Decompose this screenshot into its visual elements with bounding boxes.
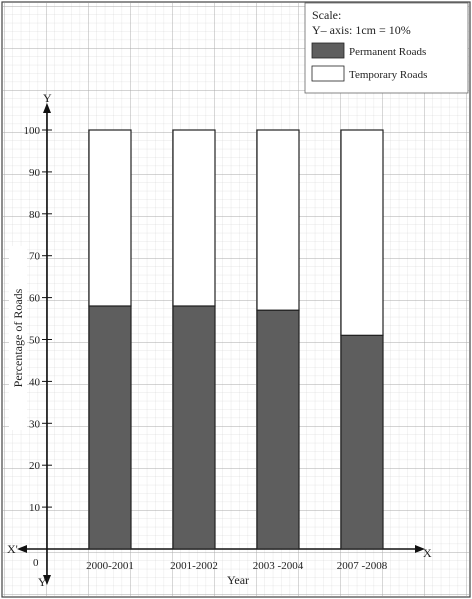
x-tick-labels: 2000-2001 2001-2002 2003 -2004 2007 -2008 xyxy=(86,560,388,572)
legend-label-temporary: Temporary Roads xyxy=(349,69,427,81)
x-tick-label: 2003 -2004 xyxy=(253,560,304,572)
bars xyxy=(88,129,384,550)
y-tick-label: 100 xyxy=(24,125,41,137)
y-tick-label: 90 xyxy=(29,167,41,179)
y-tick-label: 50 xyxy=(29,335,41,347)
x-axis-arrow-left xyxy=(17,545,27,553)
y-tick-labels: 10 20 30 40 50 60 70 80 90 100 xyxy=(24,125,52,514)
y-tick-label: 30 xyxy=(29,418,41,430)
bar-temporary-roads xyxy=(256,129,300,311)
y-axis-arrow-down xyxy=(43,575,51,585)
legend-box: Scale: Y– axis: 1cm = 10% Permanent Road… xyxy=(304,2,469,94)
x-axis-title: Year xyxy=(227,573,249,587)
y-tick-label: 80 xyxy=(29,209,41,221)
y-axis-arrow-up xyxy=(43,103,51,113)
x-tick-label: 2007 -2008 xyxy=(337,560,388,572)
bar-permanent-roads xyxy=(256,309,300,550)
scale-text: Y– axis: 1cm = 10% xyxy=(312,23,411,37)
x-axis-letter: X xyxy=(423,546,432,560)
y-axis-title: Percentage of Roads xyxy=(11,288,25,387)
y-tick-label: 40 xyxy=(29,376,41,388)
bar-permanent-roads xyxy=(340,334,384,550)
y-tick-label: 10 xyxy=(29,502,41,514)
legend-swatch-temporary xyxy=(311,65,345,82)
y-axis-letter: Y xyxy=(43,91,52,105)
x-neg-axis-letter: X' xyxy=(7,542,18,556)
bar-permanent-roads xyxy=(172,305,216,550)
y-tick-label: 60 xyxy=(29,293,41,305)
legend-label-permanent: Permanent Roads xyxy=(349,46,426,58)
scale-title: Scale: xyxy=(312,8,341,22)
bar-temporary-roads xyxy=(172,129,216,307)
bar-temporary-roads xyxy=(88,129,132,307)
origin-label: 0 xyxy=(33,557,39,569)
x-tick-label: 2000-2001 xyxy=(86,560,134,572)
y-neg-axis-letter: Y' xyxy=(38,575,49,589)
bar-permanent-roads xyxy=(88,305,132,550)
y-tick-label: 20 xyxy=(29,460,41,472)
x-axis-arrow-right xyxy=(415,545,425,553)
bar-temporary-roads xyxy=(340,129,384,336)
major-grid xyxy=(3,3,469,596)
legend-swatch-permanent xyxy=(311,42,345,59)
x-tick-label: 2001-2002 xyxy=(170,560,218,572)
y-tick-label: 70 xyxy=(29,251,41,263)
y-axis-title-bg xyxy=(9,246,27,430)
